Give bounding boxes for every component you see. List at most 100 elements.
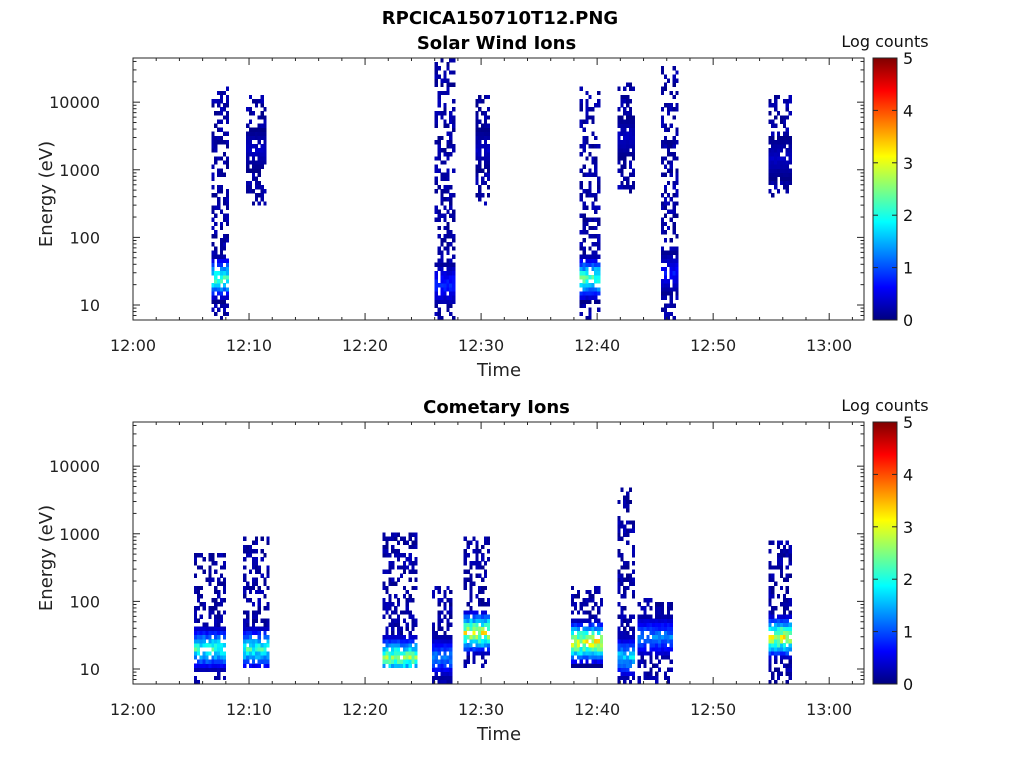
data-cell [446,225,450,231]
data-cell [440,58,444,63]
data-cell [481,614,485,619]
data-cell [452,270,456,276]
data-cell [260,184,264,190]
data-cell [782,548,786,554]
data-cell [251,618,256,623]
data-cell [585,103,589,108]
data-cell [431,622,435,627]
data-cell [643,663,647,668]
data-cell [452,283,456,288]
data-cell [585,659,589,664]
data-cell [788,135,792,141]
data-cell [260,148,264,153]
data-cell [771,176,775,182]
data-cell [571,602,575,607]
data-cell [246,148,250,153]
data-cell [222,553,227,558]
data-cell [481,131,485,137]
data-cell [626,507,630,513]
data-cell [660,193,665,198]
data-cell [260,156,264,161]
data-cell [643,643,647,648]
data-cell [637,638,641,644]
data-cell [382,544,386,550]
data-cell [594,258,598,263]
data-cell [486,651,491,656]
data-cell [446,152,450,157]
data-cell [785,139,789,145]
data-cell [594,614,598,619]
data-cell [594,299,598,304]
data-cell [631,630,636,636]
data-cell [220,655,224,660]
data-cell [788,598,792,603]
data-cell [214,598,218,603]
data-cell [629,634,633,640]
data-cell [788,172,792,178]
data-cell [437,283,441,288]
data-cell [655,614,659,619]
data-cell [785,115,789,120]
data-cell [408,532,412,537]
data-cell [251,152,256,157]
colorbar-tick-label: 3 [903,154,913,173]
data-cell [588,287,592,292]
data-cell [463,630,467,636]
data-cell [254,647,259,652]
data-cell [396,602,401,607]
data-cell [475,557,479,562]
data-cell [391,602,395,607]
data-cell [469,610,473,615]
data-cell [629,528,633,533]
data-cell [263,630,267,636]
data-cell [193,618,198,623]
data-cell [222,659,227,664]
data-cell [217,675,221,681]
data-cell [660,160,665,165]
data-cell [249,638,253,644]
data-cell [594,266,598,272]
data-cell [623,606,627,611]
data-cell [251,189,256,194]
data-cell [222,651,227,656]
data-cell [391,630,395,636]
data-cell [249,184,253,190]
data-cell [214,614,218,619]
data-cell [478,94,482,100]
data-cell [782,176,786,182]
data-cell [573,618,578,623]
data-cell [579,299,583,304]
data-cell [669,160,673,165]
data-cell [771,585,775,591]
data-cell [217,168,221,173]
data-cell [579,659,583,664]
data-cell [646,634,650,640]
data-cell [629,184,633,190]
data-cell [594,156,598,161]
data-cell [466,540,470,546]
data-cell [475,152,479,157]
data-cell [785,565,789,570]
data-cell [385,630,389,636]
data-cell [660,225,665,231]
data-cell [475,651,479,656]
data-cell [257,663,261,668]
data-cell [260,115,264,120]
data-cell [658,602,662,607]
data-cell [437,589,441,595]
data-cell [446,156,450,161]
data-cell [437,90,441,96]
data-cell [220,618,224,623]
data-cell [446,626,450,632]
data-cell [463,634,467,640]
data-cell [782,143,786,149]
data-cell [666,647,670,652]
data-cell [388,569,392,574]
data-cell [771,123,775,128]
data-cell [254,176,259,182]
data-cell [251,659,256,664]
data-cell [402,643,406,648]
data-cell [388,593,392,599]
data-cell [637,602,641,607]
data-cell [214,602,218,607]
